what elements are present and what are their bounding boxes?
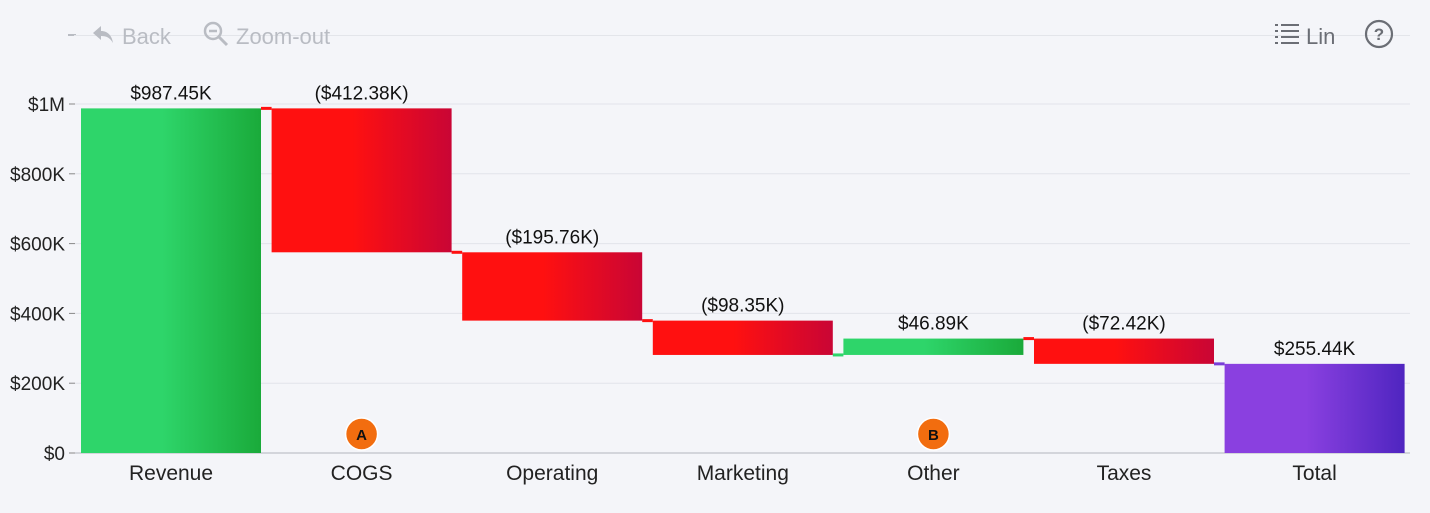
zoom-out-icon xyxy=(202,20,230,54)
x-tick-label: COGS xyxy=(331,462,393,485)
x-tick-label: Total xyxy=(1292,462,1336,485)
data-labels: $987.45K ($412.38K) ($195.76K) ($98.35K) $46… xyxy=(130,83,1355,359)
help-label: ? xyxy=(1374,25,1384,44)
x-axis: Revenue COGS Operating Marketing Other Taxes T… xyxy=(129,462,1337,485)
y-tick-label: $600K xyxy=(10,235,65,256)
data-label-marketing: ($98.35K) xyxy=(701,296,784,317)
y-tick-label: $800K xyxy=(10,165,65,186)
chart-toolbar: Back Zoom-out Lin ? xyxy=(0,0,1430,70)
bar-other xyxy=(843,338,1024,355)
x-tick-label: Marketing xyxy=(697,462,789,485)
toolbar-divider xyxy=(74,35,1410,36)
y-tick-label: $0 xyxy=(44,444,65,465)
y-tick-label: $1M xyxy=(28,95,65,116)
data-label-total: $255.44K xyxy=(1274,339,1356,360)
annotation-marker-a xyxy=(344,417,379,451)
bar-marketing xyxy=(652,320,833,355)
bar-total xyxy=(1224,363,1405,453)
scale-toggle-button[interactable]: Lin xyxy=(1274,22,1335,52)
bar-taxes xyxy=(1034,338,1214,364)
x-tick-label: Revenue xyxy=(129,462,213,485)
bar-operating xyxy=(462,252,643,321)
back-button[interactable]: Back xyxy=(90,22,171,52)
annotation-marker-label: B xyxy=(928,427,939,444)
data-label-cogs: ($412.38K) xyxy=(315,83,409,104)
y-tick-label: $400K xyxy=(10,304,65,325)
back-arrow-icon xyxy=(90,21,116,53)
annotation-marker-label: A xyxy=(356,427,367,444)
help-icon: ? xyxy=(1364,19,1394,55)
scale-label: Lin xyxy=(1306,24,1336,49)
data-label-revenue: $987.45K xyxy=(130,83,212,104)
data-label-other: $46.89K xyxy=(898,314,969,335)
annotation-marker-b xyxy=(916,417,951,451)
help-button[interactable]: ? xyxy=(1364,19,1394,55)
list-icon xyxy=(1274,21,1300,53)
back-label: Back xyxy=(122,24,171,49)
zoom-out-button[interactable]: Zoom-out xyxy=(202,20,331,54)
zoom-out-label: Zoom-out xyxy=(236,24,331,49)
x-tick-label: Other xyxy=(907,462,960,485)
toolbar-dash xyxy=(68,34,76,36)
x-tick-label: Operating xyxy=(506,462,598,485)
x-tick-label: Taxes xyxy=(1097,462,1152,485)
data-label-operating: ($195.76K) xyxy=(505,227,599,248)
y-axis: $0 $200K $400K $600K $800K $1M xyxy=(10,95,1410,465)
data-label-taxes: ($72.42K) xyxy=(1082,314,1165,335)
bar-cogs xyxy=(271,108,452,253)
connectors xyxy=(261,106,1225,366)
bar-revenue xyxy=(81,108,261,454)
y-tick-label: $200K xyxy=(10,374,65,395)
bars xyxy=(81,108,1405,454)
